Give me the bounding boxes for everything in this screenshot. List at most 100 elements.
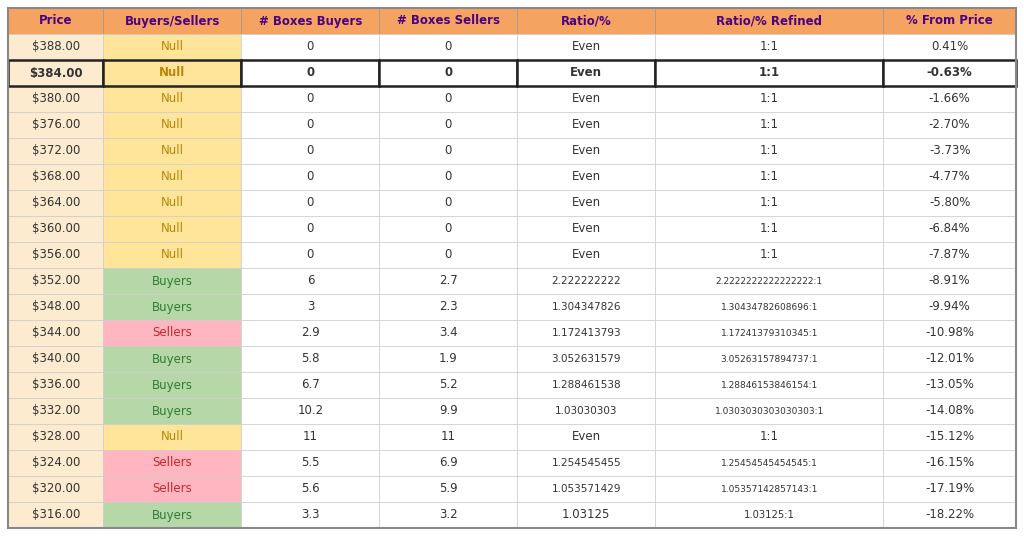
Text: 5.2: 5.2 bbox=[439, 378, 458, 391]
Bar bbox=[884, 164, 1016, 190]
Text: 0: 0 bbox=[444, 249, 452, 262]
Text: Even: Even bbox=[571, 249, 601, 262]
Bar bbox=[517, 398, 655, 424]
Bar bbox=[242, 424, 379, 450]
Bar bbox=[379, 34, 517, 60]
Text: -7.87%: -7.87% bbox=[929, 249, 971, 262]
Bar bbox=[242, 8, 379, 34]
Bar bbox=[517, 242, 655, 268]
Text: $360.00: $360.00 bbox=[32, 222, 80, 235]
Text: 0: 0 bbox=[307, 118, 314, 131]
Text: $324.00: $324.00 bbox=[32, 457, 80, 470]
Text: 0: 0 bbox=[307, 170, 314, 183]
Bar bbox=[517, 190, 655, 216]
Text: 1.304347826: 1.304347826 bbox=[552, 302, 621, 312]
Text: 3.052631579: 3.052631579 bbox=[552, 354, 621, 364]
Text: Buyers/Sellers: Buyers/Sellers bbox=[125, 14, 220, 27]
Bar bbox=[103, 34, 242, 60]
Bar bbox=[8, 112, 103, 138]
Text: Ratio/% Refined: Ratio/% Refined bbox=[717, 14, 822, 27]
Text: $364.00: $364.00 bbox=[32, 197, 80, 210]
Text: 2.9: 2.9 bbox=[301, 326, 319, 339]
Bar bbox=[8, 294, 103, 320]
Bar bbox=[655, 60, 884, 86]
Text: 0.41%: 0.41% bbox=[931, 41, 969, 54]
Bar bbox=[8, 320, 103, 346]
Bar bbox=[242, 450, 379, 476]
Bar bbox=[655, 216, 884, 242]
Text: Buyers: Buyers bbox=[152, 301, 193, 314]
Bar bbox=[103, 320, 242, 346]
Text: Buyers: Buyers bbox=[152, 378, 193, 391]
Bar bbox=[884, 216, 1016, 242]
Bar bbox=[379, 424, 517, 450]
Bar bbox=[884, 502, 1016, 528]
Bar bbox=[517, 502, 655, 528]
Bar bbox=[103, 112, 242, 138]
Text: 2.7: 2.7 bbox=[439, 274, 458, 287]
Text: 1.254545455: 1.254545455 bbox=[552, 458, 622, 468]
Text: $336.00: $336.00 bbox=[32, 378, 80, 391]
Bar bbox=[884, 60, 1016, 86]
Bar bbox=[517, 476, 655, 502]
Text: 1.172413793: 1.172413793 bbox=[552, 328, 622, 338]
Text: -0.63%: -0.63% bbox=[927, 66, 973, 79]
Text: Even: Even bbox=[570, 66, 602, 79]
Text: Buyers: Buyers bbox=[152, 509, 193, 522]
Text: 1.053571429: 1.053571429 bbox=[552, 484, 621, 494]
Text: Null: Null bbox=[161, 249, 184, 262]
Bar bbox=[655, 450, 884, 476]
Bar bbox=[103, 502, 242, 528]
Bar bbox=[884, 86, 1016, 112]
Text: -10.98%: -10.98% bbox=[926, 326, 974, 339]
Text: 2.3: 2.3 bbox=[439, 301, 458, 314]
Text: $352.00: $352.00 bbox=[32, 274, 80, 287]
Text: -14.08%: -14.08% bbox=[926, 405, 974, 418]
Bar bbox=[884, 8, 1016, 34]
Bar bbox=[655, 372, 884, 398]
Text: -4.77%: -4.77% bbox=[929, 170, 971, 183]
Bar bbox=[8, 450, 103, 476]
Bar bbox=[655, 86, 884, 112]
Bar bbox=[379, 502, 517, 528]
Bar bbox=[655, 8, 884, 34]
Text: 0: 0 bbox=[444, 93, 452, 106]
Text: 0: 0 bbox=[444, 66, 453, 79]
Text: 0: 0 bbox=[307, 41, 314, 54]
Text: 2.2222222222222222:1: 2.2222222222222222:1 bbox=[716, 277, 823, 286]
Text: Null: Null bbox=[160, 66, 185, 79]
Bar bbox=[379, 8, 517, 34]
Bar bbox=[8, 34, 103, 60]
Bar bbox=[655, 346, 884, 372]
Bar bbox=[8, 268, 103, 294]
Text: 3.2: 3.2 bbox=[439, 509, 458, 522]
Text: Buyers: Buyers bbox=[152, 405, 193, 418]
Bar bbox=[517, 450, 655, 476]
Bar bbox=[379, 346, 517, 372]
Bar bbox=[655, 164, 884, 190]
Text: 1.0303030303030303:1: 1.0303030303030303:1 bbox=[715, 406, 824, 415]
Bar bbox=[517, 86, 655, 112]
Bar bbox=[379, 216, 517, 242]
Bar bbox=[8, 476, 103, 502]
Text: Even: Even bbox=[571, 197, 601, 210]
Text: 0: 0 bbox=[307, 222, 314, 235]
Text: -2.70%: -2.70% bbox=[929, 118, 971, 131]
Text: -18.22%: -18.22% bbox=[925, 509, 974, 522]
Text: 1.28846153846154:1: 1.28846153846154:1 bbox=[721, 381, 818, 390]
Text: -9.94%: -9.94% bbox=[929, 301, 971, 314]
Bar bbox=[379, 112, 517, 138]
Bar bbox=[655, 112, 884, 138]
Text: 1.05357142857143:1: 1.05357142857143:1 bbox=[721, 485, 818, 494]
Bar bbox=[655, 476, 884, 502]
Text: 0: 0 bbox=[444, 145, 452, 158]
Bar bbox=[517, 112, 655, 138]
Text: 11: 11 bbox=[303, 430, 317, 443]
Text: $348.00: $348.00 bbox=[32, 301, 80, 314]
Text: Null: Null bbox=[161, 197, 184, 210]
Bar bbox=[517, 34, 655, 60]
Bar bbox=[242, 60, 379, 86]
Text: 1.03125:1: 1.03125:1 bbox=[743, 510, 795, 520]
Bar bbox=[517, 60, 655, 86]
Bar bbox=[103, 294, 242, 320]
